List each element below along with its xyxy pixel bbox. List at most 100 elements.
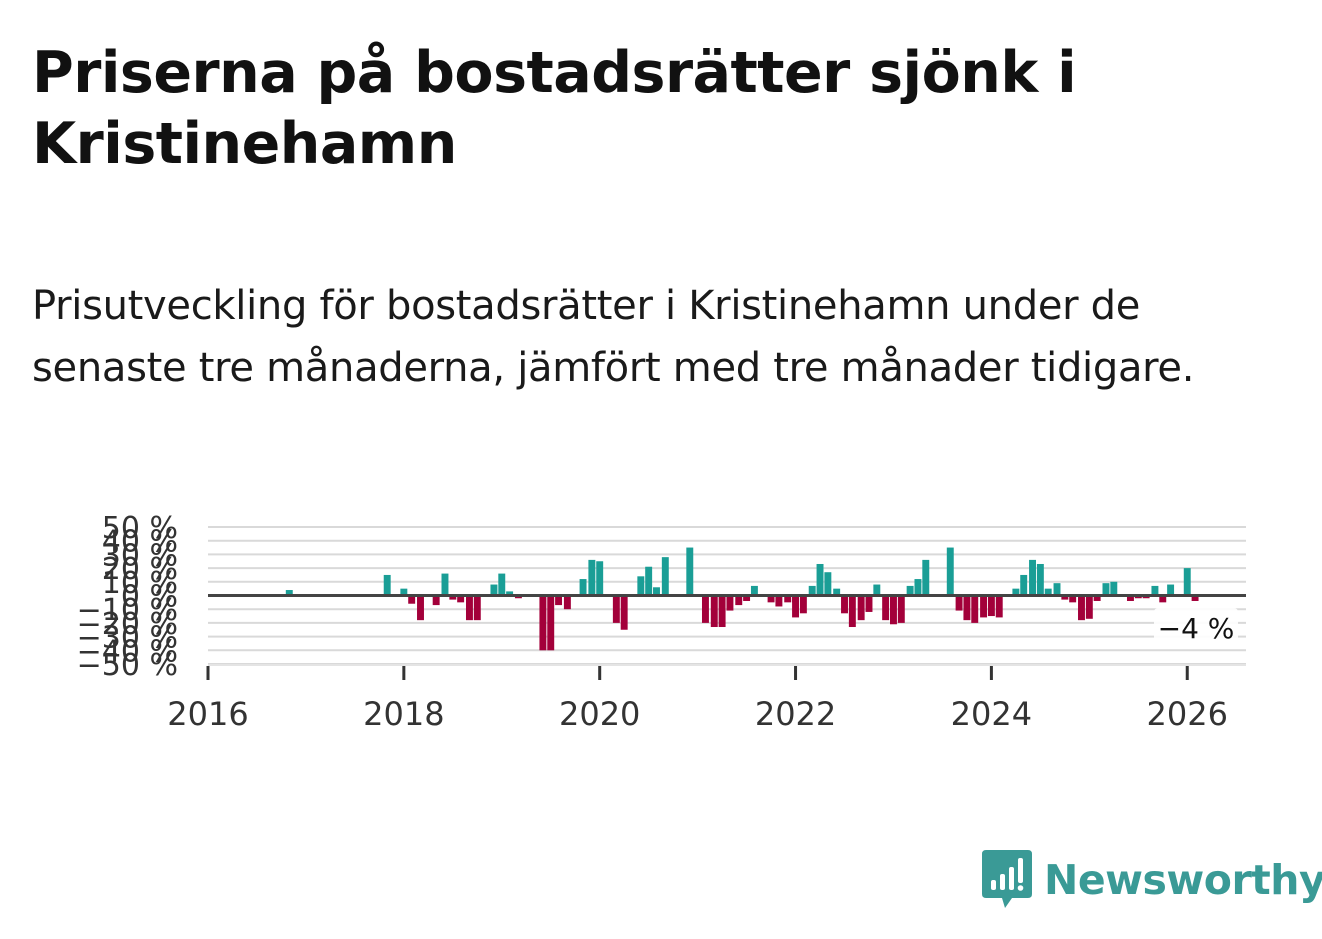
bar	[963, 595, 971, 621]
bar	[906, 585, 914, 596]
newsworthy-logo-icon	[982, 850, 1032, 908]
bar	[792, 595, 800, 618]
x-tick-label: 2026	[1147, 695, 1228, 733]
x-tick-label: 2022	[755, 695, 836, 733]
bar	[1069, 595, 1077, 603]
bar	[1012, 588, 1020, 596]
bar	[1191, 595, 1199, 601]
bar	[922, 559, 930, 596]
bar	[890, 595, 897, 625]
bar	[1093, 595, 1101, 601]
bar	[686, 547, 694, 596]
bar	[701, 595, 709, 623]
bar	[710, 595, 718, 628]
bar	[498, 573, 506, 596]
bar	[637, 576, 645, 596]
bar	[971, 595, 979, 623]
bar	[833, 588, 841, 596]
bar	[799, 595, 807, 614]
bar	[457, 595, 465, 603]
bar	[547, 595, 555, 651]
bar	[857, 595, 865, 621]
y-tick-label: −10 %	[77, 593, 178, 628]
bar	[1020, 574, 1028, 596]
bar	[946, 547, 954, 596]
y-tick-label: 30 %	[102, 538, 178, 573]
bar	[1110, 581, 1118, 596]
bar	[612, 595, 620, 623]
x-tick-label: 2018	[363, 695, 444, 733]
bar	[816, 563, 824, 596]
bar	[490, 584, 498, 596]
x-tick-label: 2016	[167, 695, 248, 733]
bar	[383, 574, 391, 596]
y-tick-label: 10 %	[102, 566, 178, 601]
bar	[980, 595, 988, 618]
bar	[848, 595, 856, 628]
bar	[432, 595, 440, 606]
bar	[645, 566, 653, 596]
bar	[1085, 595, 1093, 619]
bar	[506, 591, 514, 596]
bar	[563, 595, 571, 610]
bar	[841, 595, 848, 614]
x-tick-label: 2024	[951, 695, 1032, 733]
bar	[808, 585, 816, 596]
y-tick-label: −40 %	[77, 634, 178, 669]
axes	[206, 594, 1246, 680]
newsworthy-logo-text: Newsworthy	[1044, 856, 1322, 904]
bar	[784, 595, 792, 603]
x-tick-label: 2020	[559, 695, 640, 733]
bar	[408, 595, 416, 604]
bar	[1029, 559, 1036, 596]
bar	[1036, 563, 1044, 596]
chart-subtitle: Prisutveckling för bostadsrätter i Krist…	[32, 283, 1195, 391]
y-tick-label: 50 %	[102, 511, 178, 546]
bar	[955, 595, 963, 611]
y-tick-label: 40 %	[102, 525, 178, 560]
chart-title: Priserna på bostadsrätter sjönk i Kristi…	[32, 40, 1077, 177]
bar	[865, 595, 873, 612]
bar	[897, 595, 905, 623]
bar	[882, 595, 890, 621]
bar	[1102, 583, 1110, 596]
y-tick-label: −50 %	[77, 648, 178, 683]
bar	[995, 595, 1003, 618]
bar	[1159, 595, 1167, 603]
bar	[653, 587, 660, 596]
bar	[400, 588, 408, 596]
bar	[596, 561, 604, 596]
annotation-background	[1154, 608, 1238, 648]
bar	[775, 595, 783, 607]
newsworthy-logo: Newsworthy	[982, 850, 1322, 910]
bar	[441, 573, 449, 596]
bar	[1061, 595, 1069, 600]
bar	[914, 579, 922, 596]
y-tick-label: 20 %	[102, 552, 178, 587]
bar	[743, 595, 751, 601]
bar	[1151, 585, 1159, 596]
bar	[1044, 588, 1052, 596]
bar	[987, 595, 995, 617]
bars	[285, 547, 1199, 651]
bar	[735, 595, 743, 606]
bar	[473, 595, 481, 621]
labels: 50 %40 %30 %20 %10 %0 %−10 %−20 %−30 %−4…	[77, 511, 1238, 733]
bar	[620, 595, 628, 630]
bar	[1167, 584, 1175, 596]
bar	[555, 595, 563, 606]
bar	[449, 595, 457, 600]
bar	[579, 579, 587, 596]
bar	[1078, 595, 1085, 621]
y-tick-label: −20 %	[77, 607, 178, 642]
bar	[1053, 583, 1061, 596]
bar	[417, 595, 424, 621]
bar	[767, 595, 775, 603]
bar	[1183, 568, 1191, 596]
bar	[539, 595, 547, 651]
bar	[588, 559, 596, 596]
y-tick-label: 0 %	[121, 580, 178, 615]
bar	[465, 595, 473, 621]
bar	[1126, 595, 1134, 601]
y-tick-label: −30 %	[77, 621, 178, 656]
